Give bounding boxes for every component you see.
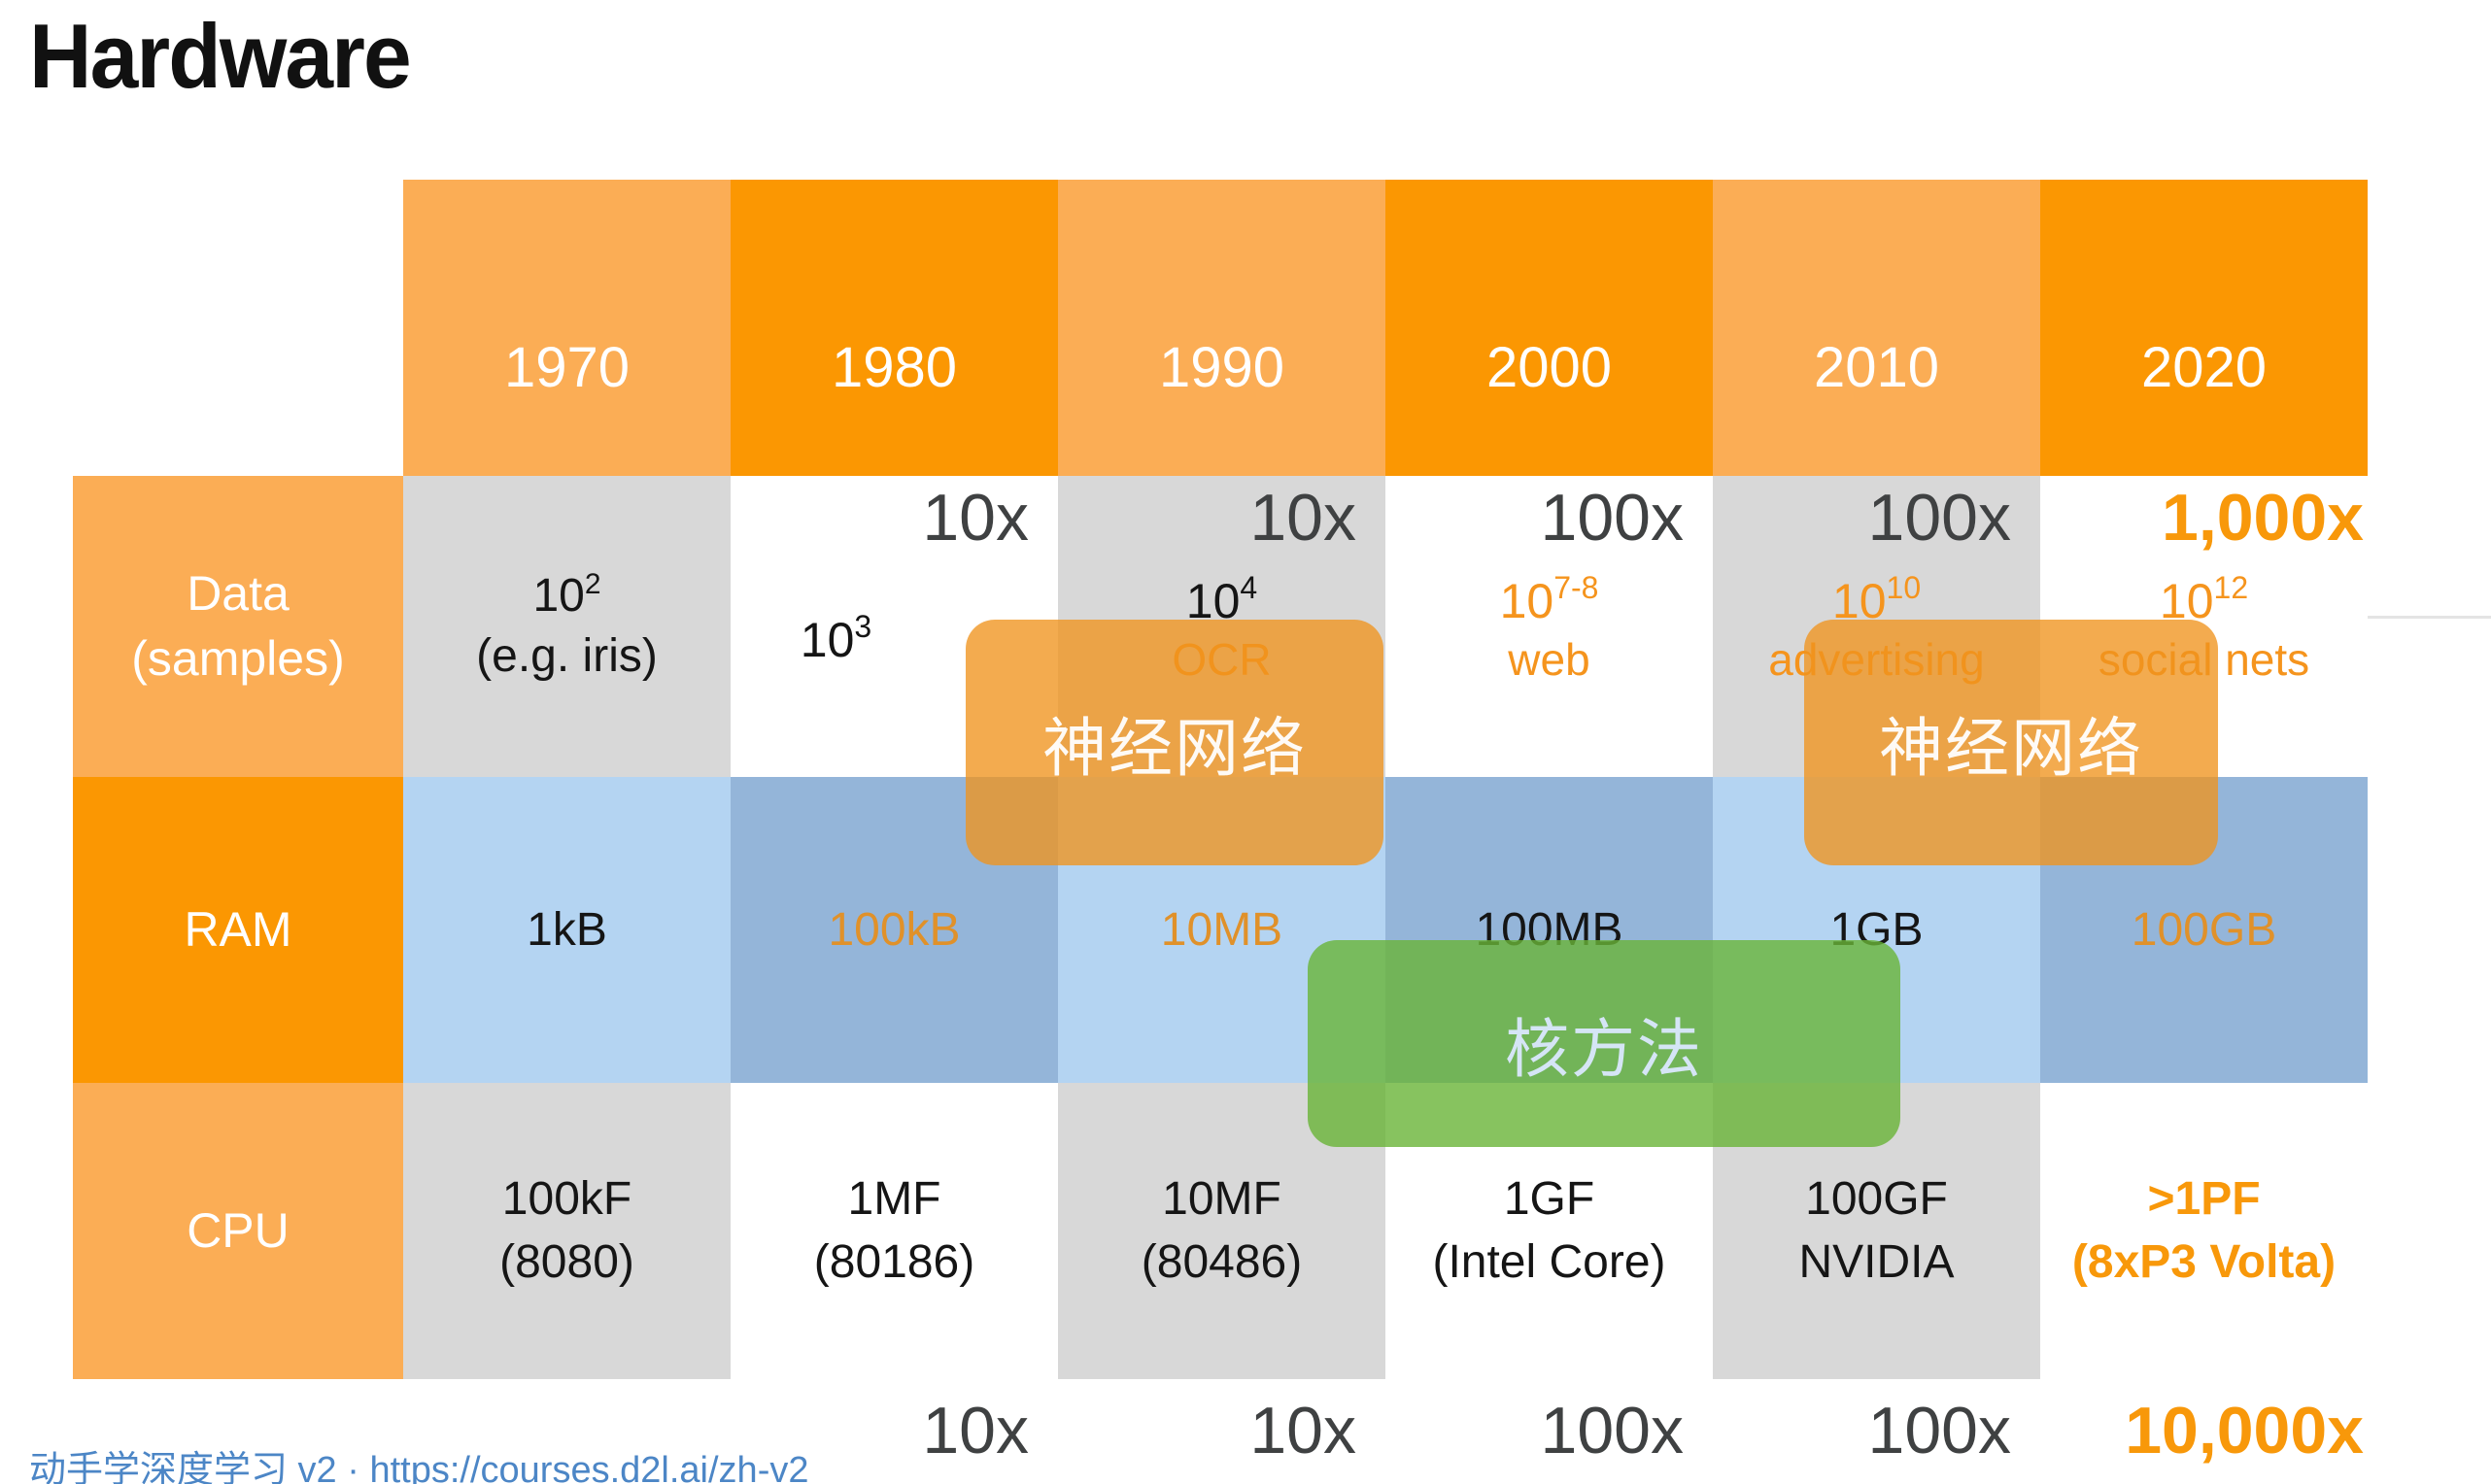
row-label-data: Data (samples) xyxy=(73,476,403,777)
header-1990: 1990 xyxy=(1058,180,1385,476)
data-power-2020: 1012 xyxy=(2159,570,2249,628)
header-spacer xyxy=(73,180,403,476)
data-power-1980: 103 xyxy=(800,609,872,667)
bottom-mult-2020: 10,000x xyxy=(2040,1379,2368,1476)
data-word-web: web xyxy=(1508,634,1590,685)
row-label-data-line1: Data xyxy=(187,565,290,621)
data-cell-2000: 100x 107-8 web xyxy=(1385,476,1713,777)
data-multiplier-1990: 10x xyxy=(1249,481,1356,555)
bottom-mult-spacer xyxy=(73,1379,403,1476)
bottom-mult-1980: 10x xyxy=(731,1379,1058,1476)
cpu-cell-1980: 1MF (80186) xyxy=(731,1083,1058,1379)
footer-separator: · xyxy=(336,1450,370,1484)
footer-course-title: 动手学深度学习 v2 xyxy=(29,1450,337,1484)
faint-divider-line xyxy=(2368,616,2491,619)
cpu-cell-1970: 100kF (8080) xyxy=(403,1083,731,1379)
decade-table: 1970 1980 1990 2000 2010 2020 Data (samp… xyxy=(73,180,2368,1476)
cpu-cell-2020: >1PF (8xP3 Volta) xyxy=(2040,1083,2368,1379)
footer-course-link[interactable]: https://courses.d2l.ai/zh-v2 xyxy=(369,1450,809,1484)
neural-network-overlay-1990: 神经网络 xyxy=(966,620,1383,865)
row-label-cpu-text: CPU xyxy=(187,1202,290,1258)
header-2010: 2010 xyxy=(1713,180,2040,476)
bottom-mult-1970 xyxy=(403,1379,731,1476)
header-2020: 2020 xyxy=(2040,180,2368,476)
row-label-ram: RAM xyxy=(73,777,403,1083)
data-power-2010: 1010 xyxy=(1831,570,1922,628)
footer: 动手学深度学习 v2 · https://courses.d2l.ai/zh-v… xyxy=(29,1439,808,1484)
page-title: Hardware xyxy=(29,5,412,107)
data-power-1990: 104 xyxy=(1185,570,1258,628)
data-value-1970: 102 (e.g. iris) xyxy=(403,476,731,777)
data-multiplier-2010: 100x xyxy=(1867,481,2011,555)
data-note-1970: (e.g. iris) xyxy=(476,630,658,682)
header-1980: 1980 xyxy=(731,180,1058,476)
header-1970: 1970 xyxy=(403,180,731,476)
header-2000: 2000 xyxy=(1385,180,1713,476)
kernel-method-overlay: 核方法 xyxy=(1308,940,1900,1147)
neural-network-overlay-2010: 神经网络 xyxy=(1804,620,2218,865)
data-multiplier-2020: 1,000x xyxy=(2162,481,2364,555)
bottom-mult-1990: 10x xyxy=(1058,1379,1385,1476)
ram-cell-1970: 1kB xyxy=(403,777,731,1083)
row-label-ram-text: RAM xyxy=(184,901,292,957)
data-power-1970: 102 xyxy=(532,567,601,622)
bottom-mult-2000: 100x xyxy=(1385,1379,1713,1476)
row-label-cpu: CPU xyxy=(73,1083,403,1379)
data-multiplier-1980: 10x xyxy=(922,481,1029,555)
data-power-2000: 107-8 xyxy=(1499,570,1599,628)
data-cell-1970: 102 (e.g. iris) xyxy=(403,476,731,777)
row-label-data-line2: (samples) xyxy=(131,631,345,686)
data-multiplier-2000: 100x xyxy=(1540,481,1684,555)
bottom-mult-2010: 100x xyxy=(1713,1379,2040,1476)
